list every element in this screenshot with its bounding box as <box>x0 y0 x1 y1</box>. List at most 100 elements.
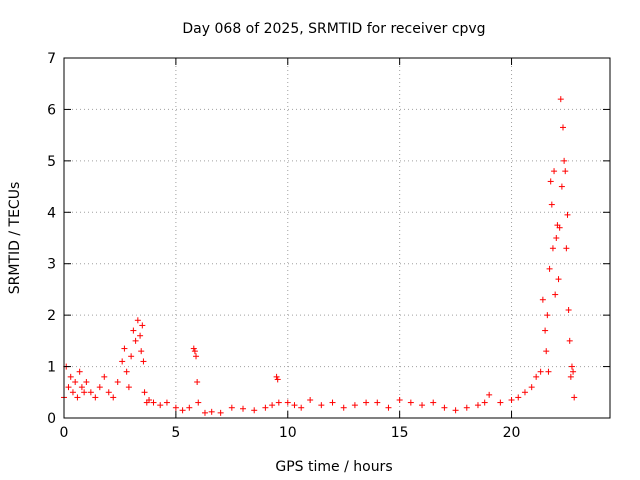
y-tick-label: 6 <box>47 102 56 118</box>
data-point <box>114 379 121 385</box>
data-point <box>481 399 488 406</box>
y-axis-label: SRMTID / TECUs <box>7 182 23 295</box>
data-point <box>130 327 137 334</box>
data-point <box>568 363 575 370</box>
data-point <box>125 384 132 391</box>
data-point <box>69 389 76 396</box>
x-tick-label: 0 <box>60 425 69 441</box>
data-point <box>132 337 139 344</box>
data-point <box>563 245 570 252</box>
chart-title: Day 068 of 2025, SRMTID for receiver cpv… <box>182 21 485 37</box>
data-point <box>121 345 128 352</box>
data-point <box>545 368 552 375</box>
data-point <box>542 327 549 334</box>
data-point <box>201 409 208 416</box>
y-tick-label: 5 <box>47 154 56 170</box>
data-point <box>329 399 336 406</box>
data-point <box>67 373 74 380</box>
data-point <box>474 402 481 409</box>
data-point <box>521 389 528 396</box>
data-point <box>533 373 540 380</box>
data-point <box>76 368 83 375</box>
y-tick-label: 4 <box>47 205 56 221</box>
data-point <box>139 322 146 329</box>
data-point <box>119 358 126 365</box>
data-point <box>208 408 215 415</box>
data-point <box>123 368 130 375</box>
data-point <box>515 394 522 401</box>
data-point <box>157 402 164 409</box>
data-point <box>537 368 544 375</box>
x-tick-label: 15 <box>391 425 409 441</box>
data-point <box>551 168 558 175</box>
data-point <box>546 265 553 272</box>
data-point <box>548 201 555 208</box>
data-point <box>110 394 117 401</box>
data-point <box>452 407 459 414</box>
data-point <box>430 399 437 406</box>
data-point <box>191 348 198 355</box>
plot-frame <box>63 57 611 419</box>
data-point <box>262 404 269 411</box>
data-point <box>385 404 392 411</box>
data-point <box>419 402 426 409</box>
data-point <box>193 353 200 360</box>
data-point <box>128 353 135 360</box>
data-point <box>251 407 258 414</box>
y-tick-label: 7 <box>47 51 56 67</box>
data-point <box>291 402 298 409</box>
data-point <box>275 399 282 406</box>
x-tick-label: 20 <box>503 425 521 441</box>
data-point <box>134 317 141 324</box>
data-point <box>72 379 79 385</box>
data-point <box>396 397 403 403</box>
data-point <box>81 389 88 396</box>
data-point <box>562 168 569 175</box>
grid-lines <box>64 58 610 418</box>
data-point <box>274 376 281 383</box>
data-point <box>351 402 358 409</box>
data-point <box>407 399 414 406</box>
data-point <box>374 399 381 406</box>
y-tick-label: 1 <box>47 360 56 376</box>
data-point <box>150 399 157 406</box>
data-point <box>508 397 515 403</box>
data-point <box>83 379 90 385</box>
data-points <box>61 96 578 416</box>
x-tick-label: 10 <box>279 425 297 441</box>
data-point <box>96 384 103 391</box>
data-point <box>195 399 202 406</box>
x-ticks: 0 5 10 15 20 <box>60 58 521 441</box>
data-point <box>307 397 314 403</box>
data-point <box>190 345 197 352</box>
data-point <box>486 391 493 398</box>
data-point <box>228 404 235 411</box>
data-point <box>558 183 565 190</box>
data-point <box>528 384 535 391</box>
y-ticks: 0 1 2 3 4 5 6 7 <box>47 51 610 427</box>
data-point <box>552 291 559 298</box>
data-point <box>140 358 147 365</box>
data-point <box>105 389 112 396</box>
data-point <box>560 124 567 131</box>
y-tick-label: 3 <box>47 257 56 273</box>
data-point <box>566 337 573 344</box>
data-point <box>547 178 554 185</box>
data-point <box>163 399 170 406</box>
data-point <box>553 235 560 241</box>
data-point <box>65 384 72 391</box>
data-point <box>240 405 247 412</box>
data-point <box>539 296 546 303</box>
x-tick-label: 5 <box>171 425 180 441</box>
data-point <box>87 389 94 396</box>
data-point <box>549 245 556 252</box>
data-point <box>186 404 193 411</box>
data-point <box>179 407 186 414</box>
data-point <box>78 384 85 391</box>
data-point <box>138 348 145 355</box>
data-point <box>269 402 276 409</box>
data-point <box>298 404 305 411</box>
data-point <box>340 404 347 411</box>
data-point <box>567 373 574 380</box>
data-point <box>284 399 291 406</box>
